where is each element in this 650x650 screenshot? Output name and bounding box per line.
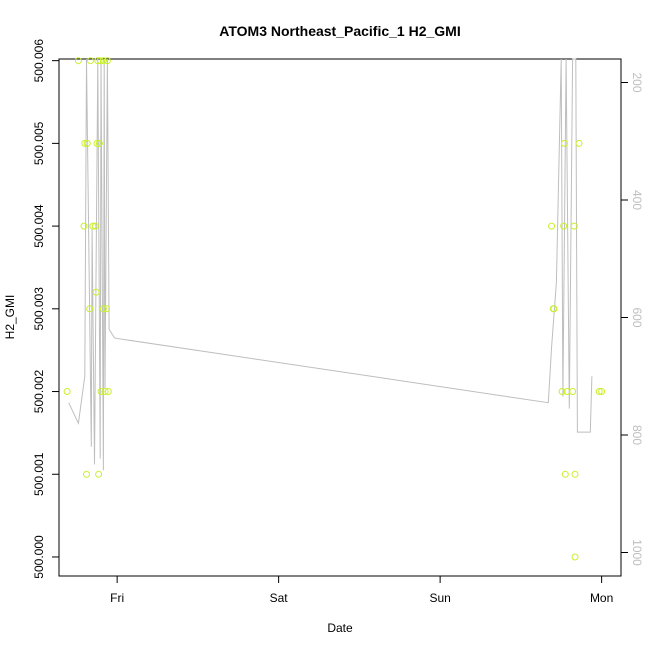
- data-point: [91, 222, 99, 230]
- data-point: [101, 388, 109, 395]
- data-point: [81, 139, 89, 147]
- x-tick-label: Sun: [429, 591, 450, 605]
- data-point: [95, 470, 103, 478]
- h2-line-series: [68, 58, 593, 471]
- y-axis-left: 500.000 500.001 500.002 500.003 500.004 500.0…: [32, 39, 60, 579]
- data-point: [83, 139, 91, 147]
- data-point: [99, 57, 107, 65]
- x-axis-label: Date: [327, 621, 353, 635]
- data-point: [95, 139, 103, 147]
- y-tick-label: 500.005: [32, 121, 46, 165]
- data-point: [595, 388, 603, 395]
- data-point: [97, 388, 105, 395]
- data-point: [550, 305, 558, 313]
- data-point: [63, 388, 71, 395]
- x-axis: Fri Sat Sun Mon: [110, 575, 613, 605]
- x-tick-label: Fri: [110, 591, 124, 605]
- data-point: [92, 288, 100, 296]
- y2-tick-label: 800: [630, 425, 644, 445]
- data-point: [570, 222, 578, 230]
- y-tick-label: 500.004: [32, 204, 46, 248]
- data-point: [103, 57, 111, 65]
- data-point: [575, 139, 583, 147]
- y-tick-label: 500.006: [32, 39, 46, 83]
- x-tick-label: Mon: [590, 591, 613, 605]
- data-point: [598, 388, 606, 395]
- data-point: [561, 470, 569, 478]
- y-axis-right: 200 400 600 800 1000: [620, 72, 644, 566]
- line-series-layer: [68, 58, 593, 471]
- data-point: [80, 222, 88, 230]
- data-point: [560, 222, 568, 230]
- y-tick-label: 500.002: [32, 369, 46, 413]
- data-point: [558, 388, 566, 395]
- data-point: [561, 139, 568, 147]
- data-point: [104, 388, 112, 395]
- y2-tick-label: 400: [630, 190, 644, 210]
- y-axis-label: H2_GMI: [3, 295, 17, 340]
- y2-tick-label: 200: [630, 72, 644, 92]
- y-tick-label: 500.000: [32, 535, 46, 579]
- data-point: [96, 57, 104, 65]
- point-series-layer: [63, 57, 606, 561]
- data-point: [571, 553, 579, 561]
- data-point: [571, 470, 579, 478]
- data-point: [74, 57, 82, 65]
- data-point: [83, 470, 90, 478]
- plot-area-border: [58, 58, 622, 577]
- y2-tick-label: 600: [630, 307, 644, 327]
- y-tick-label: 500.001: [32, 452, 46, 496]
- x-tick-label: Sat: [270, 591, 289, 605]
- data-point: [86, 305, 94, 313]
- y2-tick-label: 1000: [630, 539, 644, 566]
- data-point: [87, 57, 94, 65]
- chart-title: ATOM3 Northeast_Pacific_1 H2_GMI: [219, 23, 460, 39]
- data-point: [99, 305, 107, 313]
- data-point: [89, 222, 97, 230]
- y-tick-label: 500.003: [32, 287, 46, 331]
- data-point: [548, 222, 556, 230]
- data-point: [103, 305, 111, 313]
- data-point: [569, 388, 577, 395]
- data-point: [93, 139, 101, 147]
